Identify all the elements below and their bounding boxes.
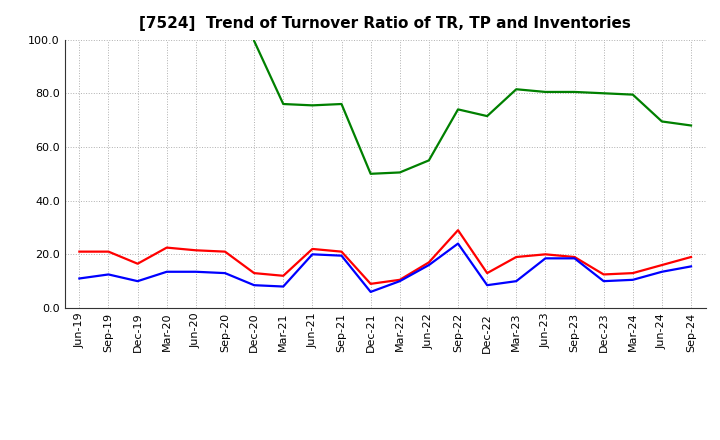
Trade Receivables [395, 277, 404, 282]
Trade Payables [483, 282, 492, 288]
Trade Receivables [104, 249, 113, 254]
Trade Payables [425, 262, 433, 268]
Inventories [687, 123, 696, 128]
Inventories [570, 89, 579, 95]
Trade Payables [133, 279, 142, 284]
Title: [7524]  Trend of Turnover Ratio of TR, TP and Inventories: [7524] Trend of Turnover Ratio of TR, TP… [139, 16, 631, 32]
Trade Receivables [570, 254, 579, 260]
Line: Inventories: Inventories [254, 41, 691, 174]
Inventories [629, 92, 637, 97]
Trade Receivables [483, 271, 492, 276]
Trade Payables [192, 269, 200, 275]
Trade Payables [220, 271, 229, 276]
Inventories [483, 114, 492, 119]
Trade Receivables [163, 245, 171, 250]
Trade Payables [570, 256, 579, 261]
Trade Receivables [512, 254, 521, 260]
Inventories [395, 170, 404, 175]
Trade Payables [512, 279, 521, 284]
Trade Payables [395, 279, 404, 284]
Trade Receivables [541, 252, 550, 257]
Trade Payables [541, 256, 550, 261]
Trade Receivables [75, 249, 84, 254]
Legend: Trade Receivables, Trade Payables, Inventories: Trade Receivables, Trade Payables, Inven… [161, 435, 610, 440]
Trade Payables [657, 269, 666, 275]
Trade Payables [250, 282, 258, 288]
Inventories [657, 119, 666, 124]
Trade Receivables [337, 249, 346, 254]
Trade Payables [687, 264, 696, 269]
Trade Payables [104, 272, 113, 277]
Trade Payables [454, 241, 462, 246]
Trade Receivables [133, 261, 142, 266]
Inventories [308, 103, 317, 108]
Inventories [366, 171, 375, 176]
Inventories [541, 89, 550, 95]
Inventories [454, 107, 462, 112]
Trade Receivables [425, 260, 433, 265]
Trade Receivables [629, 271, 637, 276]
Inventories [425, 158, 433, 163]
Trade Receivables [220, 249, 229, 254]
Trade Receivables [308, 246, 317, 252]
Inventories [279, 101, 287, 106]
Trade Payables [308, 252, 317, 257]
Trade Payables [163, 269, 171, 275]
Inventories [512, 87, 521, 92]
Trade Receivables [192, 248, 200, 253]
Inventories [337, 101, 346, 106]
Trade Payables [629, 277, 637, 282]
Inventories [599, 91, 608, 96]
Trade Payables [279, 284, 287, 289]
Line: Trade Payables: Trade Payables [79, 244, 691, 292]
Trade Payables [75, 276, 84, 281]
Trade Payables [599, 279, 608, 284]
Trade Receivables [366, 281, 375, 286]
Trade Receivables [279, 273, 287, 279]
Trade Payables [366, 289, 375, 294]
Line: Trade Receivables: Trade Receivables [79, 230, 691, 284]
Trade Receivables [454, 227, 462, 233]
Trade Receivables [250, 271, 258, 276]
Trade Receivables [687, 254, 696, 260]
Trade Receivables [599, 272, 608, 277]
Inventories [250, 38, 258, 44]
Trade Payables [337, 253, 346, 258]
Trade Receivables [657, 262, 666, 268]
